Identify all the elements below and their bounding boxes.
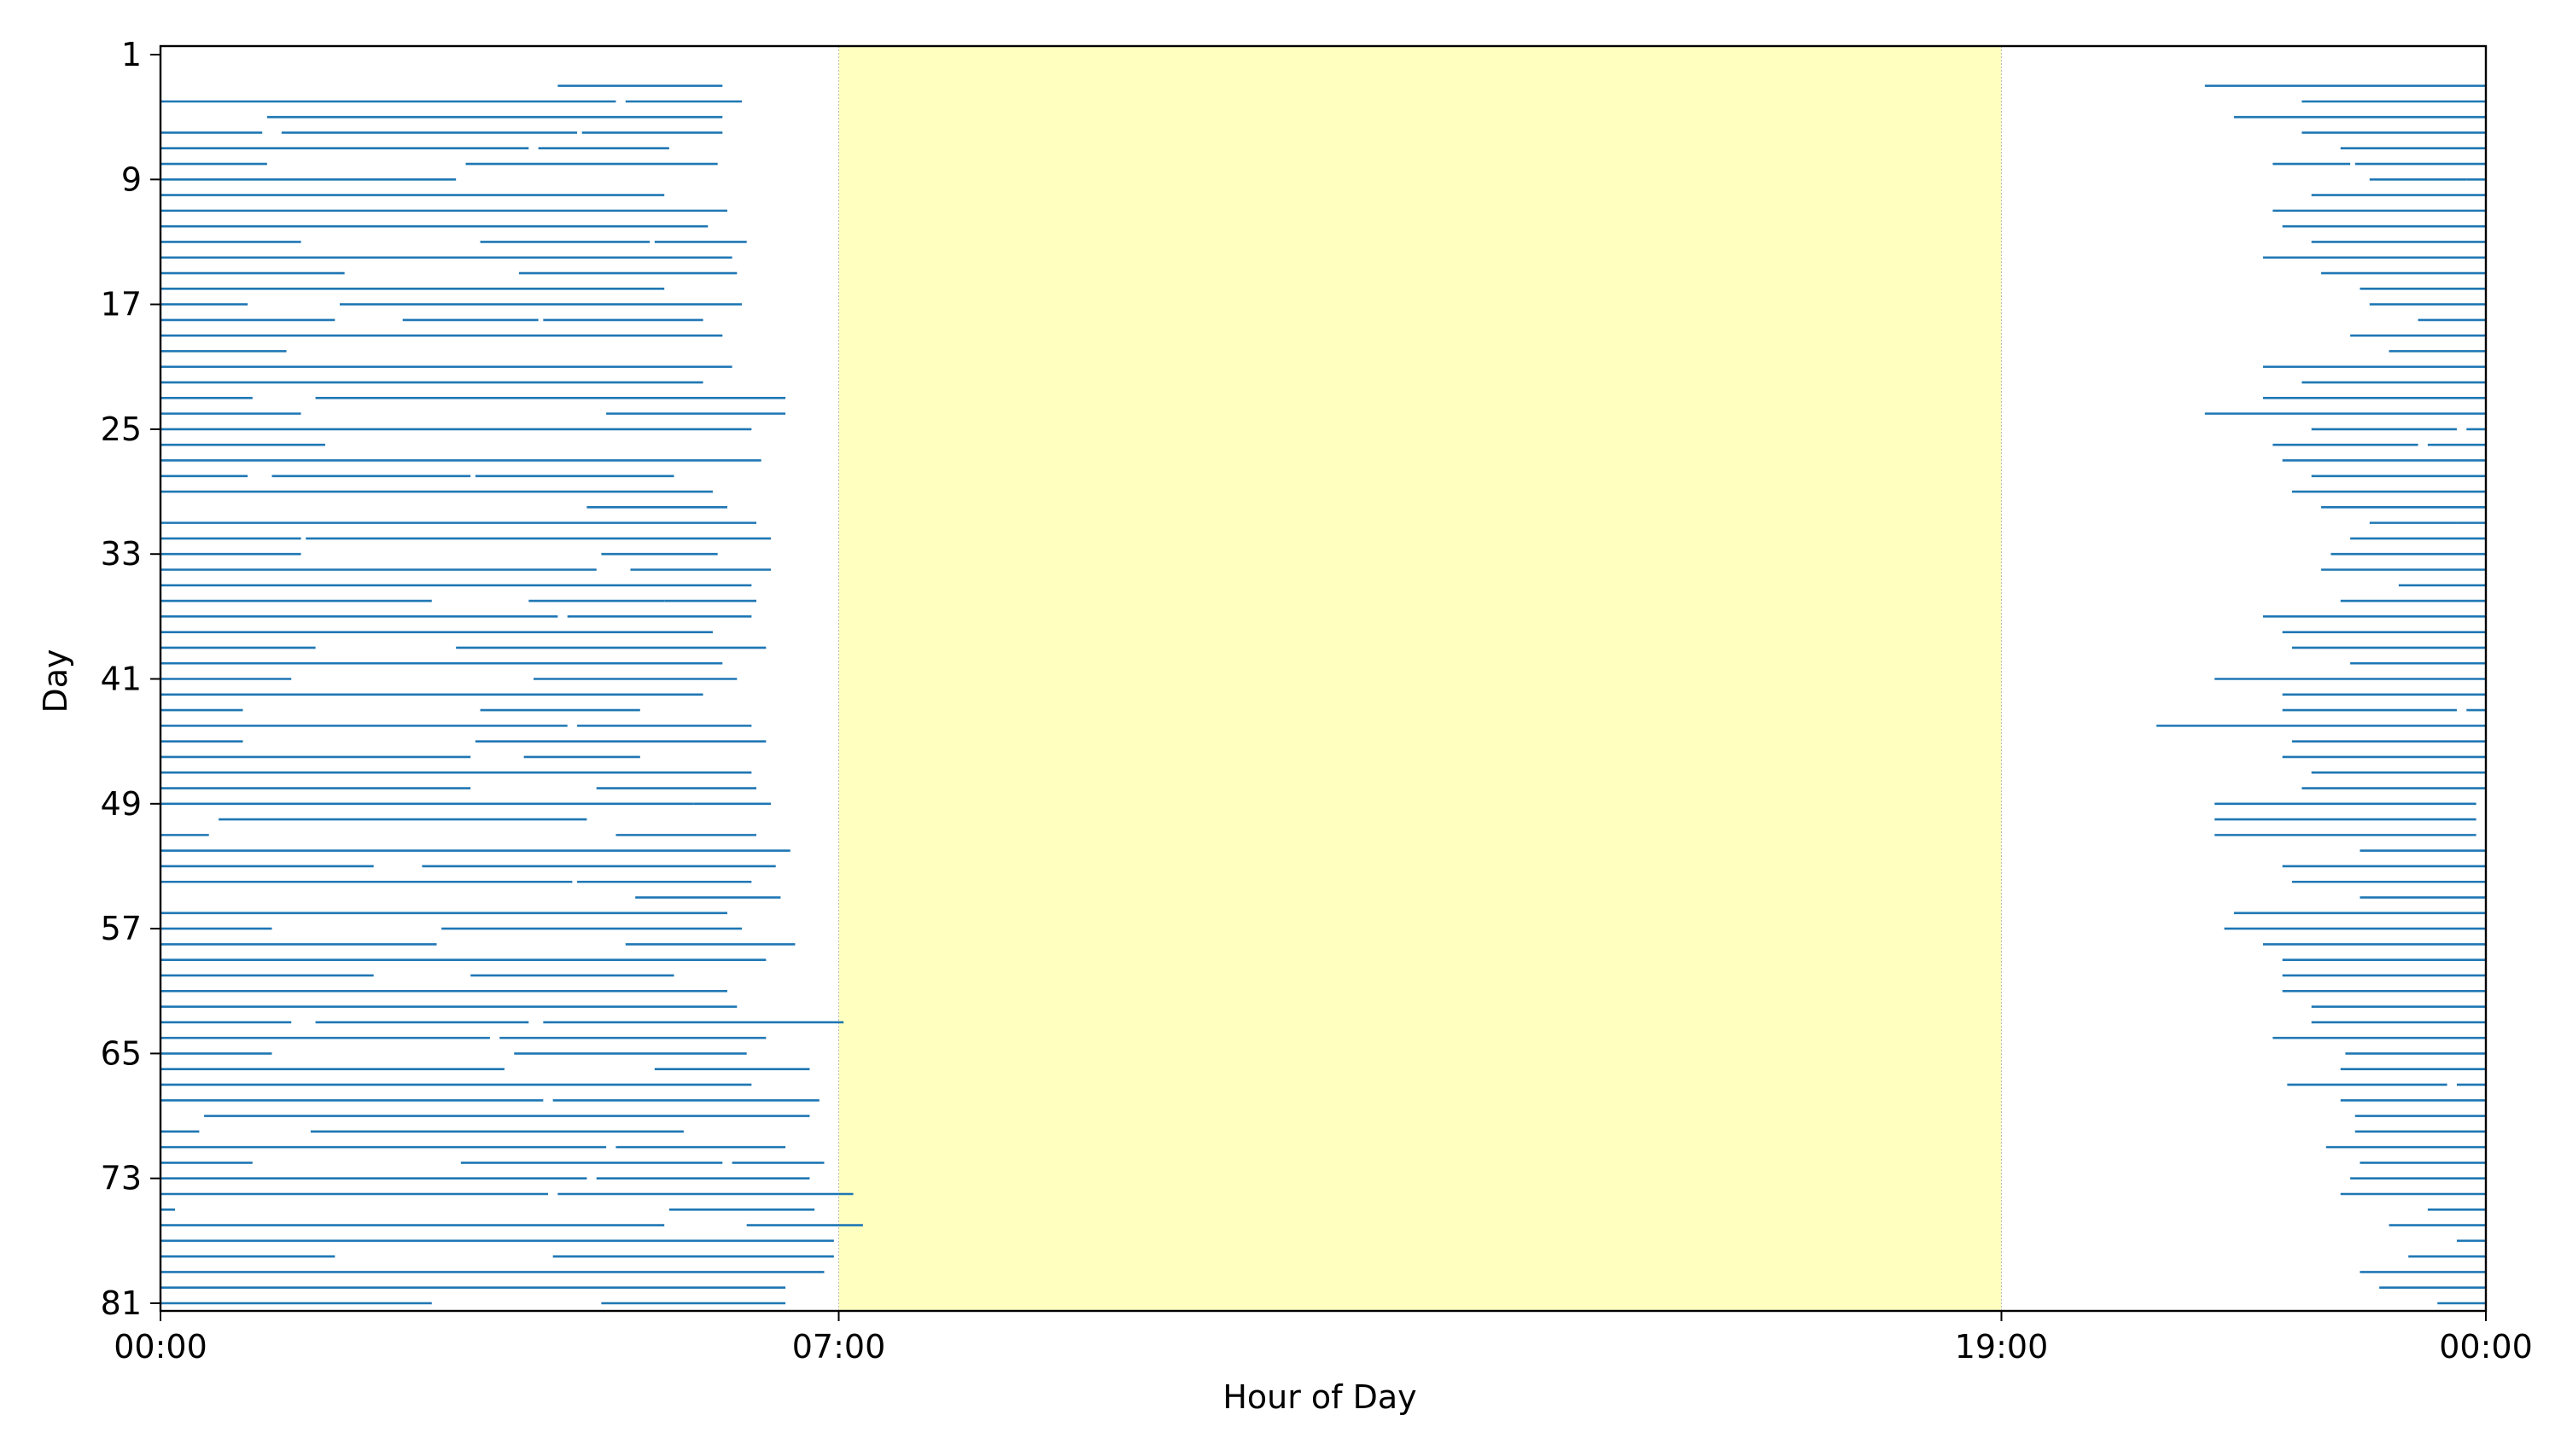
highlight-band [838,46,2002,1311]
y-axis-label: Day [37,649,74,713]
x-tick-label: 00:00 [114,1328,207,1366]
y-tick-label: 1 [121,36,142,73]
x-axis-label: Hour of Day [1222,1378,1416,1416]
x-tick-label: 00:00 [2439,1328,2533,1366]
y-tick-label: 73 [101,1160,142,1197]
y-tick-label: 65 [101,1034,142,1072]
x-tick-label: 07:00 [792,1328,886,1366]
highlight-band-layer [838,46,2002,1311]
y-tick-label: 17 [101,286,142,323]
x-ticks: 00:00 07:00 19:00 00:00 [114,1311,2533,1366]
x-tick-label: 19:00 [1955,1328,2049,1366]
y-tick-label: 9 [121,160,142,198]
y-tick-label: 81 [101,1284,142,1322]
y-tick-label: 49 [101,785,142,823]
sleep-segments-layer [160,84,2486,1305]
y-tick-label: 41 [101,661,142,698]
y-tick-label: 25 [101,411,142,448]
y-tick-label: 57 [101,910,142,947]
y-tick-label: 33 [101,535,142,573]
y-ticks: 1 9 17 25 33 41 49 57 65 73 81 [101,36,160,1322]
